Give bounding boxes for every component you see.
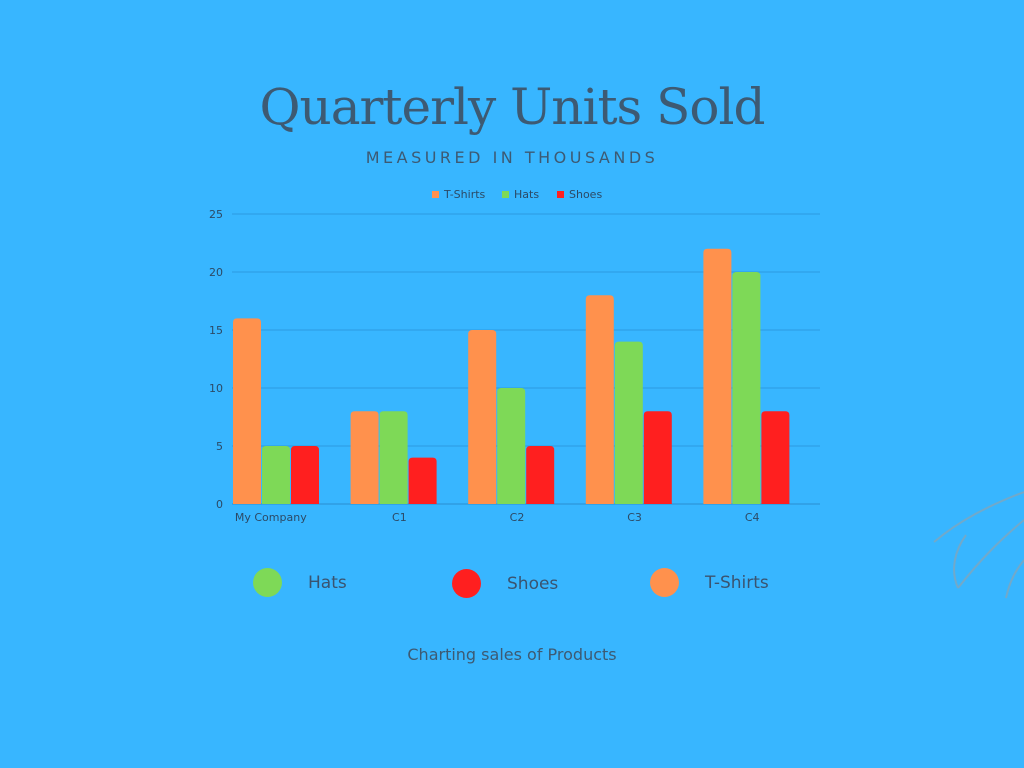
page-title: Quarterly Units Sold bbox=[259, 78, 766, 136]
bar-t-shirts bbox=[703, 248, 732, 504]
x-tick-label: C3 bbox=[627, 511, 642, 524]
legend-item-tshirts: T-Shirts bbox=[650, 568, 769, 597]
bar-shoes bbox=[526, 446, 555, 504]
legend-label: T-Shirts bbox=[705, 572, 769, 593]
bar-hats bbox=[732, 272, 761, 504]
x-tick-label: My Company bbox=[235, 511, 307, 524]
bar-shoes bbox=[408, 457, 437, 504]
bar-t-shirts bbox=[233, 318, 261, 504]
legend-label: Shoes bbox=[507, 573, 559, 594]
legend-swatch-icon bbox=[557, 191, 564, 198]
shoes-dot-icon bbox=[452, 569, 481, 598]
x-tick-label: C1 bbox=[392, 511, 407, 524]
legend-item-hats: Hats bbox=[253, 568, 347, 597]
product-legend: Hats Shoes T-Shirts bbox=[0, 566, 1024, 606]
caption: Charting sales of Products bbox=[407, 645, 617, 664]
bar-shoes bbox=[761, 411, 790, 504]
bar-hats bbox=[379, 411, 408, 504]
x-tick-label: C2 bbox=[510, 511, 525, 524]
y-tick-label: 0 bbox=[216, 498, 223, 511]
y-tick-label: 20 bbox=[209, 266, 223, 279]
y-tick-label: 10 bbox=[209, 382, 223, 395]
bar-hats bbox=[262, 446, 290, 504]
leaf-doodle-icon bbox=[933, 491, 1024, 599]
legend-item-shoes: Shoes bbox=[452, 569, 558, 598]
bar-t-shirts bbox=[585, 295, 614, 504]
y-tick-label: 25 bbox=[209, 208, 223, 221]
bar-hats bbox=[497, 388, 526, 504]
legend-label: Hats bbox=[308, 572, 347, 593]
bar-shoes bbox=[291, 446, 319, 504]
legend-label: Shoes bbox=[569, 188, 602, 201]
bar-t-shirts bbox=[468, 330, 497, 504]
bar-t-shirts bbox=[350, 411, 379, 504]
x-tick-label: C4 bbox=[745, 511, 760, 524]
hats-dot-icon bbox=[253, 568, 282, 597]
y-tick-label: 15 bbox=[209, 324, 223, 337]
legend-swatch-icon bbox=[502, 191, 509, 198]
legend-label: T-Shirts bbox=[443, 188, 486, 201]
bar-shoes bbox=[643, 411, 672, 504]
tshirts-dot-icon bbox=[650, 568, 679, 597]
legend-label: Hats bbox=[514, 188, 539, 201]
bar-hats bbox=[614, 341, 643, 504]
page-subtitle: MEASURED IN THOUSANDS bbox=[365, 148, 659, 167]
y-tick-label: 5 bbox=[216, 440, 223, 453]
legend-swatch-icon bbox=[432, 191, 439, 198]
